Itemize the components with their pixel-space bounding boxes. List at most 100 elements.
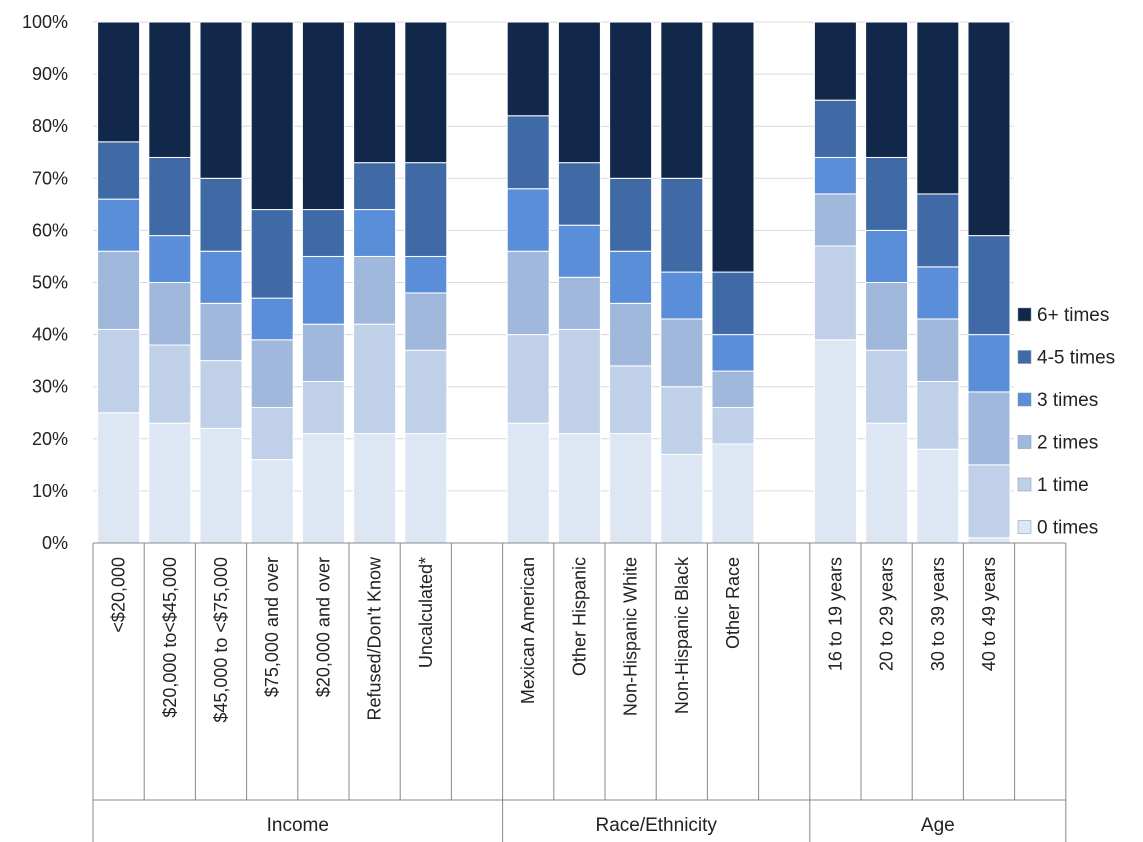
bar-segment [660, 453, 704, 544]
bar-segment [865, 422, 909, 544]
category-label: $45,000 to <$75,000 [211, 557, 231, 723]
bar-segment [97, 328, 141, 414]
bar-segment [506, 250, 550, 336]
bar-segment [506, 188, 550, 252]
bar-segment [301, 323, 345, 382]
bar-segment [199, 360, 243, 429]
category-label: 40 to 49 years [979, 557, 999, 671]
bar-segment [404, 433, 448, 544]
bar-segment [506, 422, 550, 544]
bar-segment [711, 334, 755, 372]
gridlines [93, 21, 1014, 544]
bar-segment [199, 177, 243, 252]
bar-segment [711, 21, 755, 273]
bar-segment [250, 21, 294, 211]
bar-segment [660, 386, 704, 455]
bar-segment [865, 229, 909, 283]
bar-segment [199, 302, 243, 362]
y-tick-label: 10% [32, 481, 68, 501]
bar-segment [353, 433, 397, 544]
bar-segment [97, 21, 141, 143]
bar-segment [916, 266, 960, 320]
bar-segment [353, 209, 397, 257]
bar-segment [250, 209, 294, 299]
bar-segment [199, 21, 243, 179]
bar-segment [557, 328, 601, 435]
bar-segment [557, 276, 601, 330]
x-axis: Income Race/Ethnicity Age <$20,000 $20,000 t… [92, 542, 1067, 842]
bar-segment [148, 282, 192, 346]
y-tick-label: 90% [32, 64, 68, 84]
legend-label: 4-5 times [1037, 348, 1115, 369]
bar-segment [199, 250, 243, 304]
bar-segment [506, 115, 550, 190]
category-label: 30 to 39 years [928, 557, 948, 671]
bar-segment [97, 412, 141, 544]
bar-segment [865, 156, 909, 231]
y-tick-label: 0% [42, 533, 68, 553]
bar-segment [711, 370, 755, 409]
bar-segment [97, 250, 141, 330]
bar-segment [813, 193, 857, 247]
legend-label: 6+ times [1037, 305, 1109, 326]
bar-segment [353, 255, 397, 325]
legend-label: 0 times [1037, 518, 1098, 539]
y-tick-label: 40% [32, 325, 68, 345]
bar-segment [148, 422, 192, 544]
bar-segment [967, 334, 1011, 393]
bar-segment [916, 193, 960, 268]
bar-segment [250, 339, 294, 409]
bar-segment [506, 21, 550, 117]
bar-segment [813, 245, 857, 341]
category-label: Non-Hispanic Black [672, 556, 692, 714]
legend-swatch [1017, 520, 1032, 534]
bar-segment [148, 156, 192, 237]
bar-segment [916, 21, 960, 195]
bar-segment [557, 21, 601, 164]
y-tick-label: 20% [32, 429, 68, 449]
y-tick-label: 30% [32, 377, 68, 397]
category-label: $20,000 to<$45,000 [160, 557, 180, 718]
legend-swatch [1017, 392, 1032, 407]
legend-swatch [1017, 350, 1032, 364]
bar-segment [353, 21, 397, 164]
bar-segment [609, 250, 653, 304]
category-label: 16 to 19 years [825, 557, 845, 671]
bar-segment [609, 302, 653, 367]
bar-segment [301, 433, 345, 544]
bar-segment [148, 344, 192, 424]
legend-swatch [1017, 477, 1032, 492]
bar-segment [967, 464, 1011, 539]
bar-segment [711, 407, 755, 445]
bar-segment [711, 443, 755, 544]
bar-segment [97, 198, 141, 252]
bar-segment [660, 177, 704, 273]
bar-segment [967, 235, 1011, 336]
bar-segment [609, 365, 653, 435]
y-tick-label: 60% [32, 220, 68, 240]
legend-label: 2 times [1037, 433, 1098, 454]
legend: 6+ times 4-5 times 3 times 2 times 1 time 0 t… [1017, 305, 1115, 539]
bar-segment [609, 433, 653, 544]
bar-segment [250, 407, 294, 461]
y-tick-label: 80% [32, 116, 68, 136]
bar-segment [865, 21, 909, 158]
bar-segment [967, 21, 1011, 237]
y-tick-label: 50% [32, 273, 68, 293]
bar-segment [813, 21, 857, 101]
bar-segment [916, 380, 960, 450]
bar-segment [916, 448, 960, 544]
category-label: $75,000 and over [262, 557, 282, 697]
bar-segment [967, 391, 1011, 466]
bar-segment [404, 21, 448, 164]
group-label: Income [267, 815, 329, 836]
category-label: $20,000 and over [313, 557, 333, 697]
category-label: Uncalculated* [416, 557, 436, 668]
bar-segment [711, 271, 755, 336]
bar-segment [404, 162, 448, 257]
bar-segment [865, 282, 909, 351]
bar-segment [301, 21, 345, 211]
bar-segment [404, 349, 448, 435]
bar-segment [916, 318, 960, 382]
bar-segment [557, 433, 601, 544]
